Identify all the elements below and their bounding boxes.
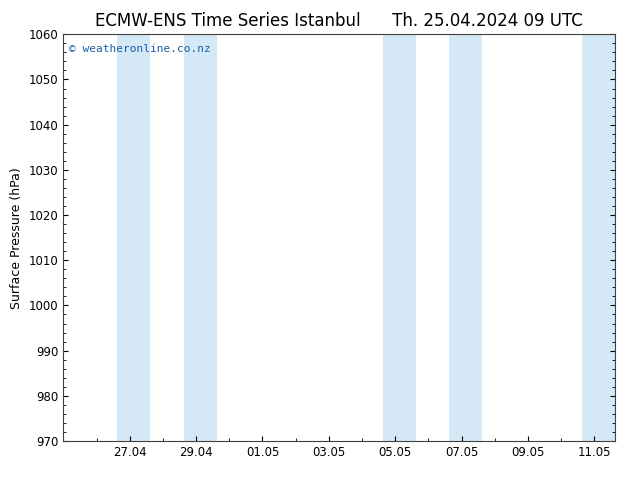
Bar xyxy=(582,34,615,441)
Text: © weatheronline.co.nz: © weatheronline.co.nz xyxy=(69,45,210,54)
Title: ECMW-ENS Time Series Istanbul      Th. 25.04.2024 09 UTC: ECMW-ENS Time Series Istanbul Th. 25.04.… xyxy=(95,12,583,30)
Y-axis label: Surface Pressure (hPa): Surface Pressure (hPa) xyxy=(10,167,23,309)
Bar xyxy=(117,34,150,441)
Bar xyxy=(449,34,482,441)
Bar xyxy=(383,34,416,441)
Bar xyxy=(184,34,217,441)
